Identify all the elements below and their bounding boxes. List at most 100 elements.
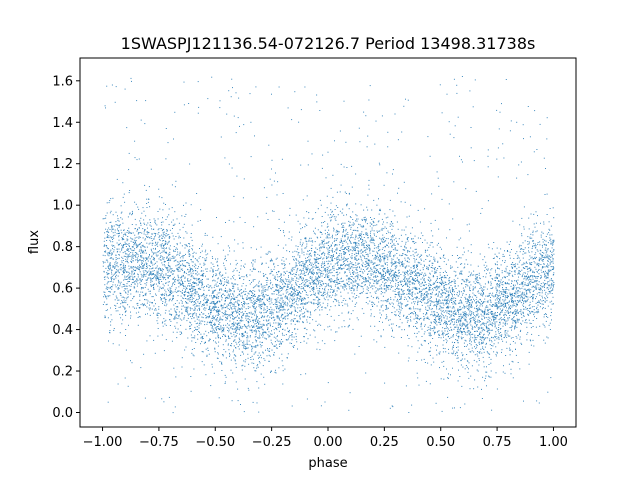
- data-point: [125, 269, 126, 271]
- data-point: [292, 293, 294, 295]
- data-point: [212, 303, 214, 305]
- data-point: [517, 290, 519, 292]
- data-point: [465, 294, 467, 296]
- data-point: [209, 308, 211, 310]
- data-point: [445, 334, 446, 336]
- data-point: [445, 272, 447, 273]
- data-point: [489, 317, 491, 319]
- data-point: [379, 230, 381, 232]
- data-point: [238, 342, 240, 344]
- data-point: [297, 304, 299, 306]
- data-point: [249, 290, 251, 292]
- data-point: [461, 273, 463, 275]
- data-point: [344, 284, 346, 286]
- data-point: [362, 241, 364, 243]
- data-point: [372, 238, 374, 240]
- data-point: [296, 284, 298, 286]
- data-point: [209, 316, 210, 318]
- data-point: [305, 308, 307, 310]
- data-point: [384, 262, 386, 264]
- data-point: [345, 264, 347, 266]
- data-point: [123, 239, 125, 240]
- data-point: [423, 296, 425, 298]
- data-point: [259, 327, 261, 329]
- data-point: [115, 308, 117, 309]
- data-point: [519, 259, 521, 261]
- data-point: [433, 361, 435, 363]
- data-point: [365, 220, 367, 222]
- data-point: [430, 328, 432, 330]
- data-point: [288, 276, 289, 278]
- data-point: [198, 282, 200, 284]
- data-point: [484, 301, 486, 303]
- data-point: [284, 285, 286, 287]
- data-point: [163, 228, 165, 230]
- data-point: [409, 298, 411, 300]
- data-point: [284, 323, 286, 325]
- data-point: [116, 248, 118, 250]
- data-point: [498, 302, 500, 304]
- data-point: [527, 298, 529, 300]
- data-point: [505, 324, 506, 326]
- data-point: [155, 279, 157, 281]
- data-point: [132, 257, 134, 259]
- data-point: [465, 314, 467, 316]
- data-point: [161, 276, 163, 278]
- data-point: [213, 301, 215, 303]
- data-point: [270, 258, 272, 260]
- data-point: [327, 234, 329, 236]
- data-point: [363, 237, 365, 238]
- data-point: [516, 258, 518, 259]
- data-point: [323, 268, 325, 270]
- data-point: [300, 303, 302, 305]
- data-point: [504, 262, 506, 263]
- data-point: [428, 334, 430, 336]
- data-point: [240, 325, 242, 327]
- data-point: [106, 272, 108, 274]
- data-point: [171, 292, 173, 294]
- data-point: [465, 301, 467, 303]
- data-point: [423, 264, 425, 266]
- data-point: [244, 361, 246, 363]
- data-point: [389, 254, 391, 256]
- data-point: [504, 297, 506, 299]
- data-point: [233, 291, 235, 293]
- data-point: [430, 242, 432, 244]
- data-point: [520, 161, 522, 163]
- data-point: [303, 307, 304, 309]
- data-point: [310, 283, 312, 285]
- data-point: [420, 323, 422, 325]
- data-point: [523, 308, 524, 310]
- data-point: [331, 236, 333, 238]
- data-point: [160, 259, 162, 261]
- data-point: [218, 296, 220, 297]
- data-point: [388, 279, 390, 280]
- data-point: [189, 300, 191, 302]
- data-point: [515, 354, 517, 356]
- data-point: [208, 306, 210, 308]
- data-point: [436, 308, 438, 310]
- data-point: [427, 279, 429, 281]
- data-point: [165, 233, 167, 234]
- data-point: [271, 308, 273, 310]
- data-point: [227, 308, 229, 310]
- data-point: [146, 236, 148, 238]
- data-point: [404, 201, 406, 203]
- data-point: [553, 217, 555, 219]
- data-point: [285, 334, 287, 336]
- data-point: [215, 337, 217, 339]
- data-point: [332, 275, 334, 277]
- data-point: [480, 337, 482, 339]
- data-point: [309, 269, 311, 271]
- data-point: [430, 256, 432, 257]
- data-point: [243, 291, 245, 293]
- data-point: [165, 251, 167, 253]
- data-point: [365, 265, 367, 267]
- data-point: [321, 309, 323, 311]
- data-point: [452, 407, 454, 409]
- data-point: [294, 307, 296, 309]
- data-point: [553, 282, 555, 283]
- data-point: [455, 312, 457, 314]
- data-point: [502, 309, 503, 311]
- data-point: [169, 287, 171, 289]
